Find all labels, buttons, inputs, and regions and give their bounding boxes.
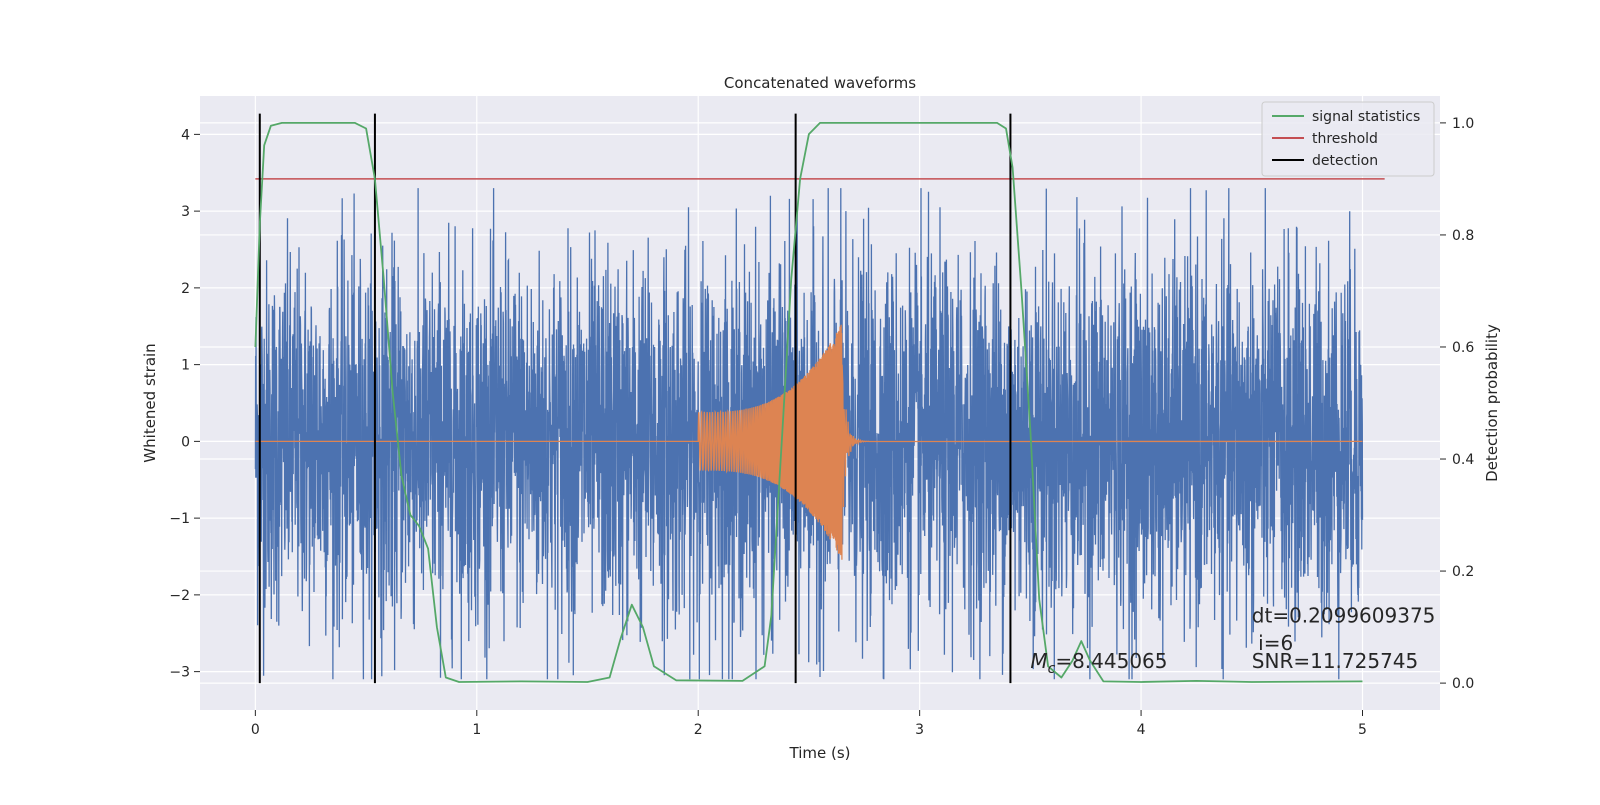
x-tick-label-5: 5 <box>1358 722 1367 738</box>
y-tick-label-2: −1 <box>169 511 190 527</box>
annotations: Mc=8.445065 dt=0.2099609375 i=6SNR=11.725… <box>1030 604 1435 677</box>
legend-items: signal statistics threshold detection <box>1272 109 1420 169</box>
y-axis-label: Whitened strain <box>141 343 159 462</box>
annotation-mc-value: =8.445065 <box>1055 649 1167 673</box>
axes-layer: 0 1 2 3 4 5 −3 −2 −1 0 1 2 3 4 0.0 0.2 0.4 0.6 0.8 1.0 <box>169 116 1474 738</box>
annotation-2: i=6 <box>1252 631 1293 655</box>
legend: signal statistics threshold detection <box>1261 101 1435 177</box>
y2-tick-label-3: 0.6 <box>1452 340 1474 356</box>
y2-tick-label-1: 0.2 <box>1452 564 1474 580</box>
annotation-1: dt=0.2099609375 <box>1252 604 1436 628</box>
signal-statistics-line <box>254 122 1363 683</box>
y2-tick-label-2: 0.4 <box>1452 452 1474 468</box>
y-tick-label-7: 4 <box>181 127 190 143</box>
x-tick-label-0: 0 <box>251 722 260 738</box>
y-tick-label-5: 2 <box>181 281 190 297</box>
x-tick-label-2: 2 <box>694 722 703 738</box>
legend-label-0: signal statistics <box>1312 109 1420 125</box>
y-tick-label-0: −3 <box>169 665 190 681</box>
x-tick-label-1: 1 <box>472 722 481 738</box>
y2-tick-label-5: 1.0 <box>1452 116 1474 132</box>
y-tick-label-3: 0 <box>181 434 190 450</box>
y-tick-label-1: −2 <box>169 588 190 604</box>
annotation-3: SNR=11.725745 <box>1252 649 1418 673</box>
y2-tick-label-4: 0.8 <box>1452 228 1474 244</box>
y2-tick-label-0: 0.0 <box>1452 676 1474 692</box>
y-tick-label-6: 3 <box>181 204 190 220</box>
y2-axis-label: Detection probability <box>1483 324 1501 482</box>
legend-frame <box>1261 101 1435 177</box>
injected-chirp-line <box>255 324 1363 560</box>
annotation-0: Mc=8.445065 <box>1030 649 1167 677</box>
y-tick-label-4: 1 <box>181 358 190 374</box>
x-tick-label-4: 4 <box>1137 722 1146 738</box>
legend-label-1: threshold <box>1312 131 1378 147</box>
x-tick-label-3: 3 <box>915 722 924 738</box>
series-layer <box>254 113 1385 684</box>
x-axis-label: Time (s) <box>789 744 851 762</box>
legend-label-2: detection <box>1312 153 1378 169</box>
chart-title: Concatenated waveforms <box>724 74 916 92</box>
annotation-mc-subscript: c <box>1048 661 1056 677</box>
annotation-mc-symbol: M <box>1030 649 1047 673</box>
